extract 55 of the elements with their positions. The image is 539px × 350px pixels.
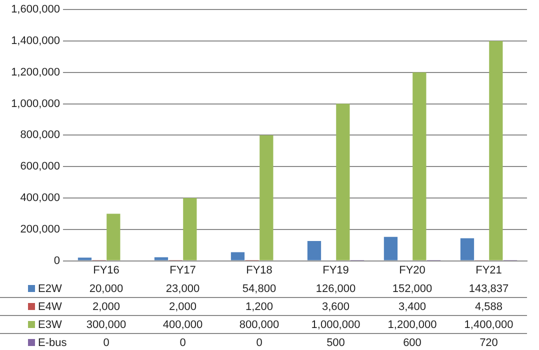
data-label: 0 [102, 336, 110, 348]
data-label: 500 [326, 336, 346, 348]
data-label: 3,600 [320, 300, 351, 312]
data-label: 720 [478, 336, 499, 348]
bar [384, 236, 398, 260]
bar [154, 257, 168, 260]
y-tick-label: 0 [54, 254, 60, 267]
y-tick-label: 400,000 [20, 192, 60, 204]
bar [78, 258, 92, 260]
legend-label: E2W [38, 282, 62, 294]
data-label: 23,000 [164, 282, 201, 294]
data-label: 600 [402, 336, 422, 348]
data-label: 3,400 [397, 300, 428, 312]
legend-label: E3W [38, 318, 62, 330]
x-tick-label: FY20 [399, 264, 426, 276]
data-label: 54,800 [241, 282, 278, 294]
bar [489, 41, 503, 260]
bar [106, 214, 120, 260]
y-tick-label: 1,200,000 [11, 66, 60, 78]
bar [336, 104, 350, 260]
y-tick-label: 1,600,000 [11, 4, 60, 16]
x-tick-label: FY16 [93, 264, 120, 276]
data-label: 1,200,000 [386, 318, 438, 330]
x-tick-label: FY17 [170, 264, 196, 276]
data-label: 2,000 [91, 300, 122, 312]
data-label: 143,837 [468, 282, 510, 294]
y-tick-label: 1,000,000 [11, 98, 60, 110]
y-tick-label: 800,000 [20, 129, 60, 142]
bar [183, 198, 197, 260]
bar [230, 252, 245, 260]
data-label: 1,400,000 [463, 318, 514, 330]
data-label: 1,000,000 [310, 318, 362, 330]
data-label: 152,000 [391, 282, 434, 294]
data-label: 4,588 [474, 300, 504, 312]
bar [307, 241, 322, 260]
y-tick-label: 600,000 [20, 160, 60, 173]
y-tick-label: 200,000 [20, 223, 60, 236]
data-label: 300,000 [85, 318, 128, 330]
x-tick-label: FY19 [322, 264, 349, 276]
y-tick-label: 1,400,000 [11, 35, 60, 48]
x-tick-label: FY21 [476, 264, 502, 276]
bar [412, 72, 426, 260]
legend-label: E-bus [38, 336, 67, 348]
data-label: 126,000 [314, 282, 357, 294]
data-label: 0 [255, 336, 264, 348]
data-label: 20,000 [88, 282, 124, 294]
legend-label: E4W [38, 300, 62, 312]
data-label: 1,200 [244, 300, 274, 312]
data-label: 800,000 [238, 318, 280, 330]
bar [460, 238, 474, 260]
data-label: 2,000 [168, 300, 198, 312]
x-tick-label: FY18 [246, 264, 272, 276]
data-label: 400,000 [162, 318, 204, 330]
bar [260, 135, 274, 260]
data-label: 0 [178, 336, 187, 348]
